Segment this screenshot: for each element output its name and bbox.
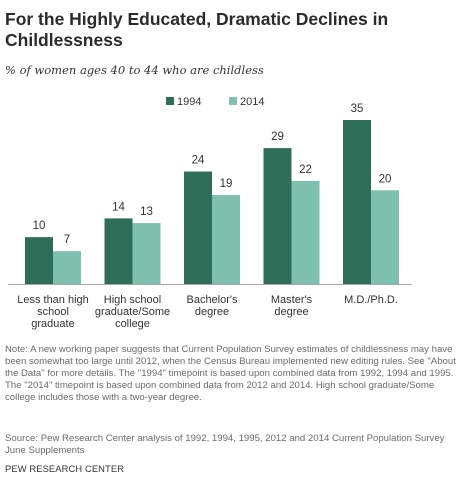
- bar: [212, 194, 240, 284]
- chart-note: Note: A new working paper suggests that …: [5, 344, 456, 403]
- data-label: 35: [351, 103, 364, 115]
- category-label: Bachelor's degree: [186, 294, 238, 318]
- category-label: Master's degree: [271, 294, 313, 318]
- bar: [343, 120, 371, 284]
- bar: [25, 237, 53, 284]
- category-label: M.D./Ph.D.: [344, 294, 398, 306]
- category-label: High school graduate/Some college: [95, 294, 170, 330]
- data-label: 20: [379, 173, 392, 185]
- bar: [263, 148, 292, 284]
- legend-swatch: [229, 97, 237, 105]
- data-label: 7: [64, 234, 70, 246]
- data-label: 22: [299, 164, 312, 176]
- data-label: 24: [192, 155, 205, 167]
- bar: [291, 180, 320, 284]
- data-label: 29: [271, 131, 284, 143]
- data-label: 10: [33, 220, 46, 232]
- organization-name: PEW RESEARCH CENTER: [5, 463, 125, 474]
- data-label: 14: [112, 201, 125, 213]
- bar: [371, 190, 399, 284]
- chart-title: For the Highly Educated, Dramatic Declin…: [5, 9, 389, 50]
- category-label: Less than high school graduate: [17, 294, 89, 330]
- legend-swatch: [166, 97, 174, 105]
- bar: [53, 251, 81, 284]
- chart-subtitle: % of women ages 40 to 44 who are childle…: [5, 63, 264, 77]
- legend-label: 2014: [240, 96, 264, 108]
- data-label: 19: [220, 178, 233, 190]
- bar: [104, 218, 133, 284]
- bar: [184, 171, 212, 284]
- data-label: 13: [140, 206, 153, 218]
- legend-label: 1994: [177, 96, 201, 108]
- chart-source: Source: Pew Research Center analysis of …: [5, 433, 445, 456]
- bar: [132, 223, 161, 284]
